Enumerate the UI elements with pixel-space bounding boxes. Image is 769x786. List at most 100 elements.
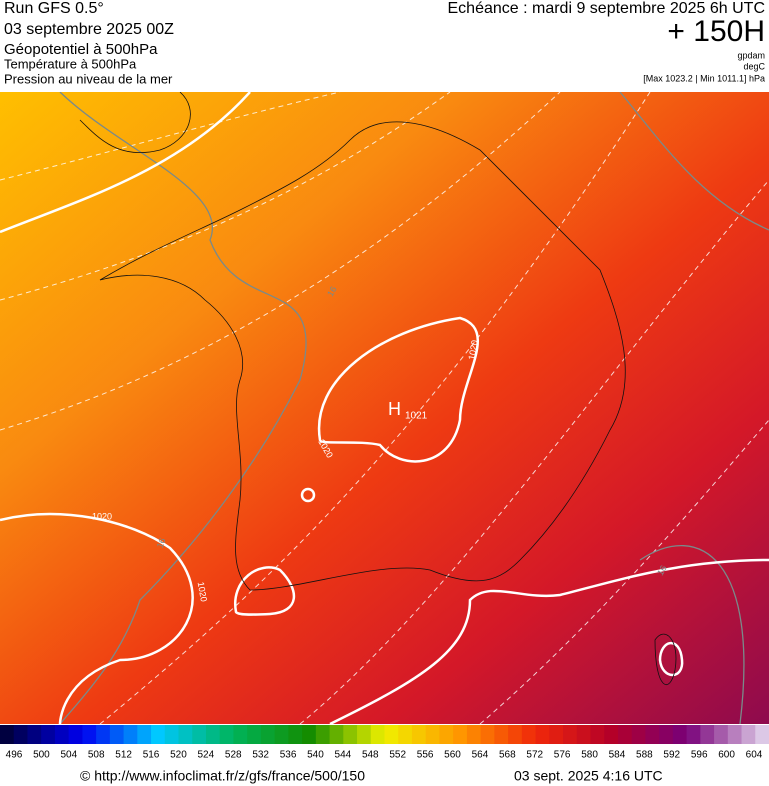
field-label: Température à 500hPa	[4, 56, 137, 71]
colorbar-swatch	[576, 725, 591, 744]
footer-url: © http://www.infoclimat.fr/z/gfs/france/…	[80, 768, 365, 784]
colorbar-label: 540	[307, 750, 324, 761]
colorbar-swatch	[68, 725, 83, 744]
unit-label: degC	[743, 61, 765, 71]
colorbar-label: 560	[444, 750, 461, 761]
colorbar-swatch	[0, 725, 15, 744]
colorbar-swatch	[109, 725, 125, 744]
colorbar-label: 520	[170, 750, 187, 761]
colorbar-swatch	[151, 725, 166, 744]
colorbar-swatch	[315, 725, 331, 744]
colorbar-swatch	[13, 725, 28, 744]
colorbar-label: 572	[526, 750, 543, 761]
colorbar-label: 536	[280, 750, 297, 761]
colorbar-swatch	[494, 725, 509, 744]
high-marker: H	[388, 399, 401, 419]
high-value: 1021	[405, 411, 428, 422]
colorbar-swatch	[466, 725, 482, 744]
coastlines	[79, 92, 677, 686]
colorbar-swatch	[508, 725, 523, 744]
colorbar-label: 528	[225, 750, 242, 761]
colorbar-swatch	[645, 725, 660, 744]
colorbar-swatch	[219, 725, 234, 744]
colorbar-swatch	[617, 725, 633, 744]
colorbar-swatch	[288, 725, 303, 744]
colorbar-swatch	[357, 725, 372, 744]
colorbar-swatch	[411, 725, 427, 744]
colorbar-swatch	[260, 725, 276, 744]
colorbar-label: 532	[252, 750, 269, 761]
temperature-field	[0, 92, 769, 724]
isobar-label: 1020	[92, 511, 112, 521]
colorbar-label: 568	[499, 750, 516, 761]
colorbar-swatch	[178, 725, 193, 744]
temperature-contours	[0, 92, 769, 724]
colorbar-swatch	[700, 725, 715, 744]
colorbar-swatch	[755, 725, 769, 744]
isobar-label: 1020	[196, 581, 209, 602]
colorbar-label: 596	[691, 750, 708, 761]
colorbar-swatch	[398, 725, 413, 744]
colorbar-swatch	[604, 725, 619, 744]
isotherm-label: 16	[325, 285, 339, 299]
colorbar-label: 592	[663, 750, 680, 761]
colorbar-swatch	[480, 725, 495, 744]
colorbar-label: 548	[362, 750, 379, 761]
colorbar-swatch	[192, 725, 207, 744]
colorbar-swatch	[741, 725, 756, 744]
colorbar-swatch	[54, 725, 70, 744]
colorbar-swatch	[302, 725, 317, 744]
isobars	[0, 92, 769, 724]
map	[0, 92, 769, 724]
colorbar-swatch	[233, 725, 248, 744]
colorbar-swatch	[27, 725, 42, 744]
colorbar-label: 584	[609, 750, 626, 761]
colorbar-swatch	[96, 725, 111, 744]
isotherm-label: 16	[155, 537, 168, 550]
colorbar-label: 580	[581, 750, 598, 761]
colorbar-swatch	[563, 725, 578, 744]
colorbar-swatch	[123, 725, 138, 744]
colorbar-swatch	[714, 725, 729, 744]
field-label: Géopotentiel à 500hPa	[4, 41, 158, 58]
colorbar-swatch	[164, 725, 180, 744]
colorbar-swatch	[137, 725, 152, 744]
colorbar-label: 524	[198, 750, 215, 761]
unit-label: gpdam	[737, 50, 765, 60]
isotherm-label: 16	[655, 564, 669, 578]
colorbar-label: 512	[115, 750, 132, 761]
colorbar-swatch	[535, 725, 550, 744]
colorbar-label: 552	[389, 750, 406, 761]
colorbar-label: 500	[33, 750, 50, 761]
colorbar-swatch	[247, 725, 262, 744]
colorbar-swatch	[727, 725, 743, 744]
colorbar-swatch	[274, 725, 289, 744]
colorbar-swatch	[425, 725, 440, 744]
colorbar-swatch	[549, 725, 564, 744]
colorbar-label: 564	[472, 750, 489, 761]
colorbar-swatch	[384, 725, 399, 744]
lead-date: Echéance : mardi 9 septembre 2025 6h UTC	[448, 0, 766, 17]
colorbar-label: 588	[636, 750, 653, 761]
colorbar-swatch	[590, 725, 605, 744]
colorbar-swatch	[439, 725, 454, 744]
run-date: 03 septembre 2025 00Z	[4, 21, 174, 38]
range-label: [Max 1023.2 | Min 1011.1] hPa	[643, 73, 765, 83]
field-label: Pression au niveau de la mer	[4, 71, 173, 86]
colorbar-swatch	[205, 725, 221, 744]
colorbar-swatch	[686, 725, 701, 744]
colorbar-label: 556	[417, 750, 434, 761]
colorbar-swatch	[370, 725, 385, 744]
colorbar-swatch	[41, 725, 56, 744]
isobar-label: 1020	[466, 339, 479, 360]
colorbar-swatch	[82, 725, 97, 744]
colorbar-label: 516	[143, 750, 160, 761]
colorbar-swatch	[672, 725, 688, 744]
colorbar-swatch	[329, 725, 344, 744]
geopotential-contours	[59, 92, 769, 724]
colorbar-label: 576	[554, 750, 571, 761]
colorbar-swatch	[631, 725, 646, 744]
colorbar-swatch	[343, 725, 358, 744]
colorbar-label: 496	[6, 750, 23, 761]
